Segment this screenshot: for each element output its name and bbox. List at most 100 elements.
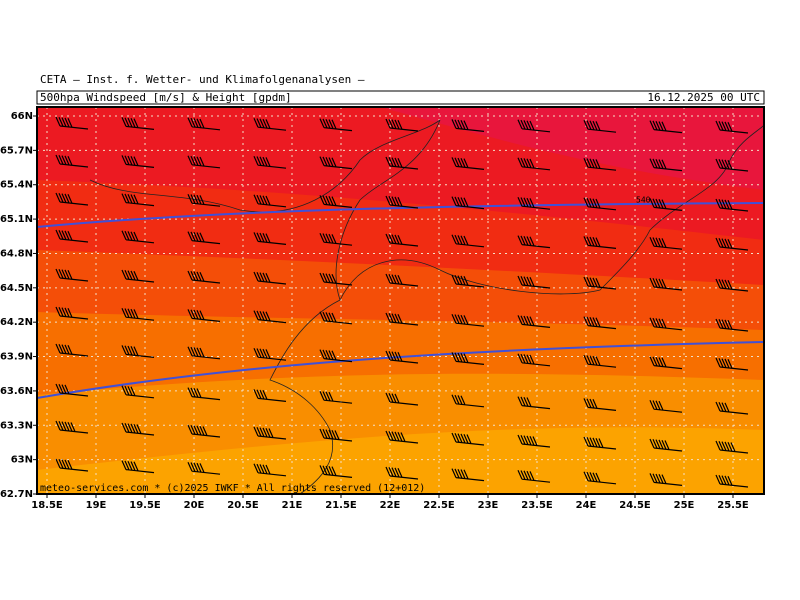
wind-barb [583, 197, 617, 211]
y-label: 66N [11, 111, 33, 122]
wind-barb [517, 315, 551, 328]
wind-barb [253, 155, 287, 169]
height-contour [37, 202, 764, 228]
x-label: 22.5E [423, 500, 455, 511]
wind-barb [451, 394, 485, 408]
wind-barb [451, 313, 485, 327]
wind-barb [583, 119, 617, 133]
wind-barb [649, 198, 683, 211]
wind-barb [517, 235, 551, 249]
wind-barb [187, 231, 221, 245]
wind-barb [385, 466, 419, 480]
y-label: 62.7N [0, 489, 33, 500]
wind-barb [187, 346, 221, 360]
wind-barb [517, 396, 551, 410]
wind-barb [55, 192, 89, 206]
wind-barb [451, 468, 485, 482]
wind-barb [319, 465, 353, 478]
wind-barb [385, 273, 419, 287]
wind-barb [55, 116, 89, 130]
wind-barb [121, 385, 155, 399]
y-label: 65.4N [0, 180, 33, 191]
x-label: 25.5E [717, 500, 749, 511]
x-label: 21E [282, 500, 303, 511]
y-label: 64.5N [0, 283, 33, 294]
wind-barb [649, 158, 683, 172]
wind-barb [55, 306, 89, 320]
wind-barb [187, 270, 221, 284]
wind-barb [583, 236, 617, 249]
institute: CETA – Inst. f. Wetter- und Klimafolgena… [40, 73, 365, 86]
wind-barb [385, 233, 419, 247]
wind-barb [121, 269, 155, 283]
wind-barb [187, 193, 221, 207]
wind-barb [319, 156, 353, 170]
x-label: 23E [478, 500, 499, 511]
wind-barb [649, 236, 683, 250]
wind-barb [121, 460, 155, 474]
border-line [339, 124, 764, 301]
wind-barb [451, 234, 485, 248]
wind-barb [187, 155, 221, 169]
x-label: 21.5E [325, 500, 357, 511]
band [37, 107, 764, 190]
wind-barb [319, 232, 353, 246]
wind-barb [253, 194, 287, 208]
wind-barb [517, 353, 551, 367]
wind-barb [715, 198, 749, 212]
wind-barb [649, 399, 683, 413]
height-contour [37, 341, 764, 399]
wind-barb [253, 389, 287, 402]
wind-barb [517, 196, 551, 210]
wind-barb [715, 440, 749, 454]
wind-barb [451, 432, 485, 446]
wind-barb [253, 426, 287, 440]
x-label: 18.5E [31, 500, 63, 511]
y-label: 63.6N [0, 386, 33, 397]
wind-barb [319, 390, 353, 404]
wind-barb [715, 318, 749, 332]
valid-time: 16.12.2025 00 UTC [647, 91, 760, 104]
wind-barb [187, 117, 221, 131]
product: 500hpa Windspeed [m/s] & Height [gpdm] [40, 91, 292, 104]
wind-barb [715, 158, 749, 172]
field: 540 meteo-services.com * (c)2025 IWKF * … [37, 107, 764, 494]
wind-barb [451, 352, 485, 365]
wind-barb [385, 195, 419, 209]
footer: meteo-services.com * (c)2025 IWKF * All … [40, 483, 425, 494]
wind-barb [517, 469, 551, 483]
wind-barb [121, 307, 155, 321]
wind-barb [319, 195, 353, 208]
wind-barb [55, 154, 89, 168]
wind-barb [55, 268, 89, 282]
wind-barb [55, 229, 89, 243]
wind-barb [55, 458, 89, 472]
wind-barb [583, 157, 617, 171]
x-label: 19E [86, 500, 107, 511]
wind-barb [253, 271, 287, 285]
wind-barb [451, 196, 485, 210]
wind-barb [715, 237, 749, 251]
header-box [36, 90, 765, 105]
wind-barb [451, 157, 485, 170]
wind-barb [319, 349, 353, 363]
contour-label: 540 [636, 196, 651, 205]
x-label: 24.5E [619, 500, 651, 511]
wind-barb [253, 463, 287, 477]
x-label: 20.5E [227, 500, 259, 511]
x-label: 20E [184, 500, 205, 511]
y-label: 63N [11, 455, 33, 466]
wind-barb [385, 312, 419, 326]
wind-barb [121, 155, 155, 168]
wind-barb [319, 272, 353, 286]
y-label: 65.7N [0, 145, 33, 156]
wind-barb [715, 357, 749, 371]
wind-barb [649, 277, 683, 291]
wind-barb [715, 120, 749, 134]
wind-barb [121, 193, 155, 207]
x-label: 25E [674, 500, 695, 511]
wind-barb [253, 232, 287, 245]
wind-barb [715, 401, 749, 415]
y-label: 64.2N [0, 317, 33, 328]
